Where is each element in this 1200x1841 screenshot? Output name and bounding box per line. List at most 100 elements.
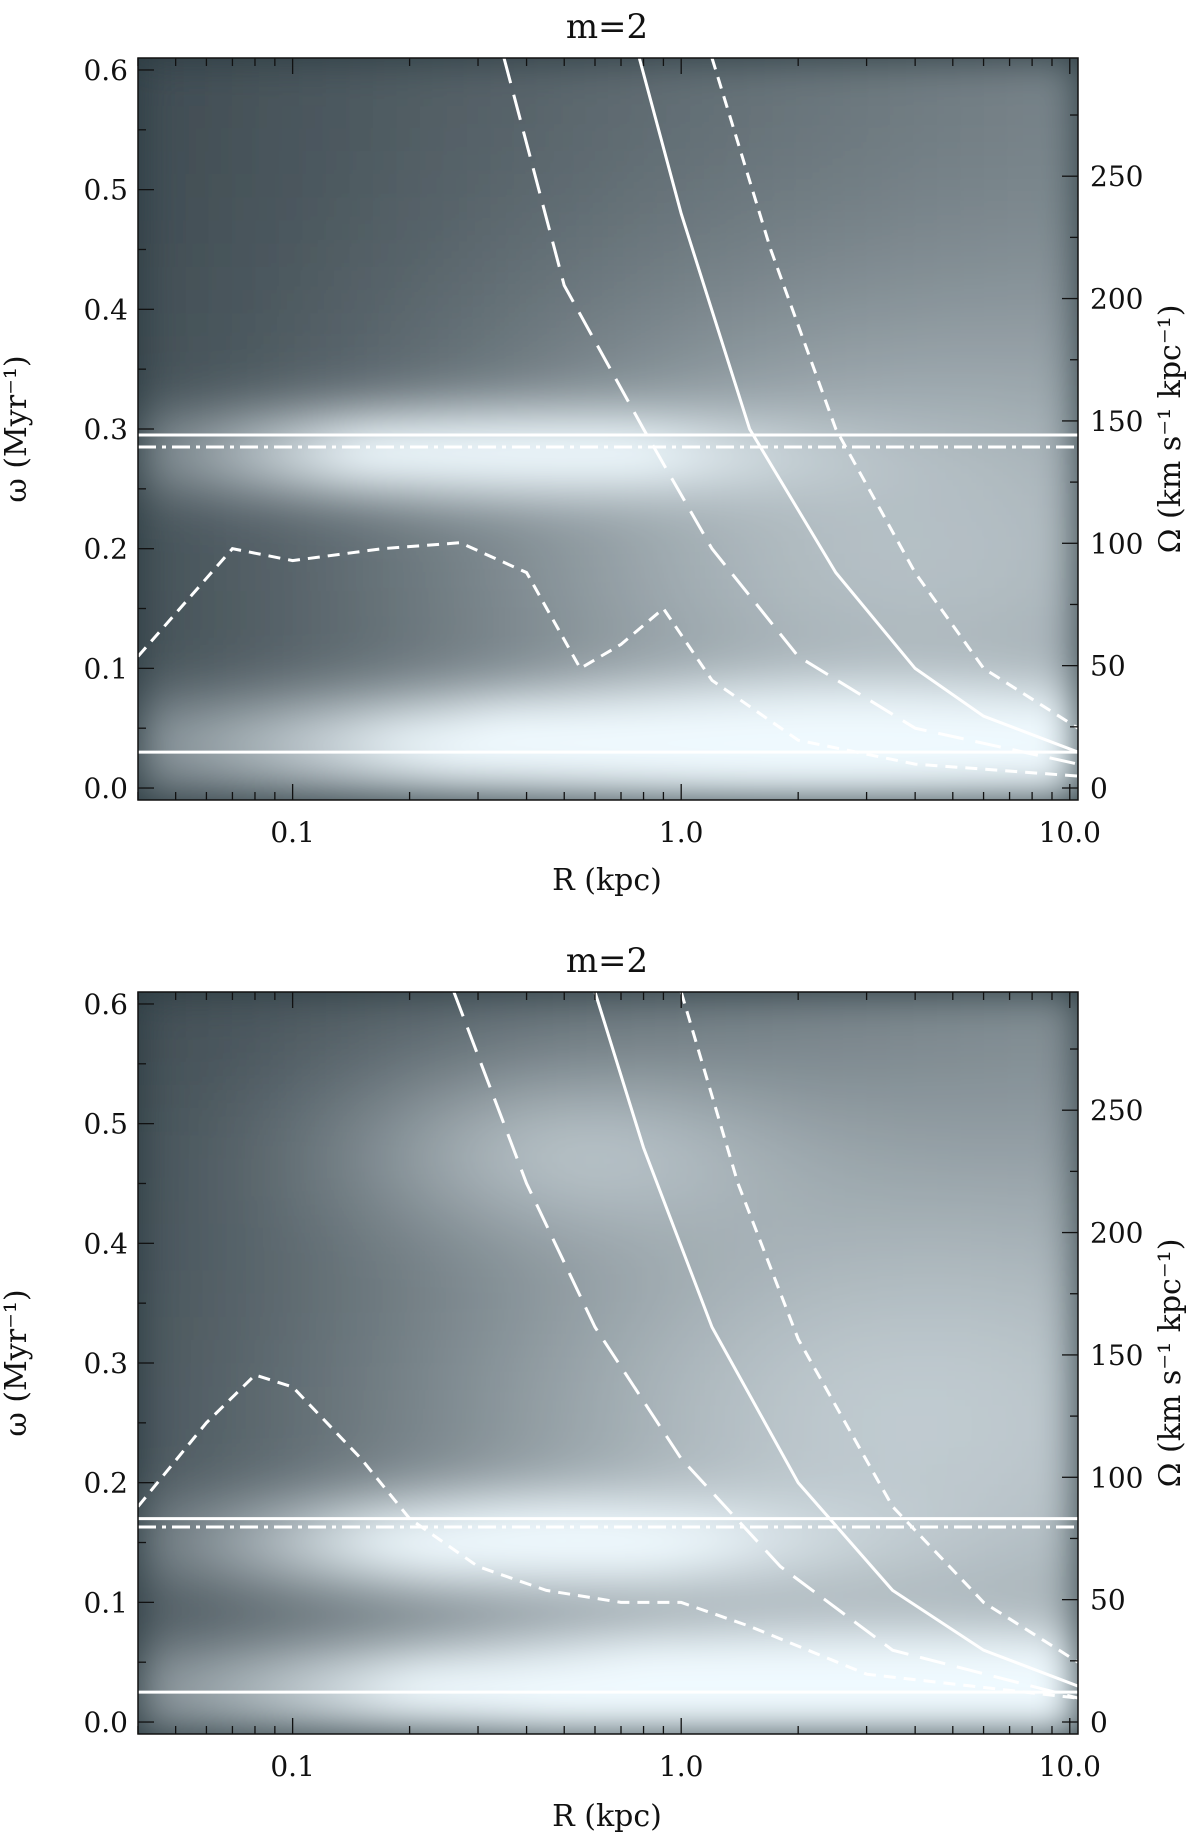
heatmap-cell: [866, 429, 891, 453]
heatmap-cell: [302, 1038, 327, 1063]
heatmap-cell: [913, 58, 938, 82]
heatmap-cell: [561, 753, 586, 778]
heatmap-cell: [913, 429, 938, 453]
heatmap-cell: [161, 1594, 186, 1619]
heatmap-cell: [678, 81, 703, 105]
heatmap-cell: [349, 498, 374, 523]
heatmap-cell: [866, 1594, 891, 1619]
heatmap-cell: [1031, 197, 1056, 221]
heatmap-cell: [890, 1594, 915, 1619]
heatmap-cell: [490, 336, 515, 361]
heatmap-cell: [185, 1293, 210, 1318]
heatmap-cell: [843, 1200, 868, 1225]
heatmap-cell: [396, 776, 421, 800]
heatmap-cell: [396, 1594, 421, 1619]
heatmap-cell: [514, 730, 539, 755]
heatmap-cell: [960, 1548, 985, 1573]
heatmap-cell: [584, 1502, 609, 1526]
heatmap-cell: [960, 1339, 985, 1364]
heatmap-cell: [749, 1154, 774, 1179]
heatmap-cell: [279, 1525, 304, 1550]
heatmap-cell: [984, 1455, 1009, 1480]
heatmap-cell: [890, 1316, 915, 1341]
heatmap-cell: [279, 1177, 304, 1202]
heatmap-cell: [1054, 1154, 1078, 1179]
heatmap-cell: [843, 521, 868, 546]
heatmap-cell: [584, 1131, 609, 1155]
heatmap-cell: [913, 243, 938, 268]
heatmap-cell: [161, 544, 186, 569]
heatmap-cell: [443, 173, 468, 198]
heatmap-cell: [702, 1571, 727, 1596]
heatmap-cell: [584, 992, 609, 1016]
heatmap-cell: [772, 753, 797, 778]
heatmap-cell: [161, 1525, 186, 1550]
y2-tick-label: 0: [1090, 1706, 1108, 1739]
heatmap-cell: [279, 475, 304, 500]
heatmap-cell: [584, 313, 609, 337]
heatmap-cell: [702, 1270, 727, 1295]
heatmap-cell: [279, 591, 304, 616]
heatmap-cell: [866, 243, 891, 268]
heatmap-cell: [584, 637, 609, 662]
heatmap-cell: [326, 1107, 351, 1132]
heatmap-cell: [772, 591, 797, 616]
heatmap-cell: [490, 1525, 515, 1550]
heatmap-cell: [796, 266, 821, 291]
heatmap-cell: [443, 753, 468, 778]
heatmap-cell: [326, 313, 351, 337]
heatmap-cell: [232, 127, 257, 152]
heatmap-cell: [302, 243, 327, 268]
heatmap-cell: [819, 289, 844, 314]
heatmap-cell: [326, 637, 351, 662]
heatmap-cell: [890, 1200, 915, 1225]
heatmap-cell: [302, 1061, 327, 1086]
heatmap-cell: [819, 1223, 844, 1248]
y-tick-label: 0.2: [83, 1467, 128, 1500]
heatmap-cell: [984, 1571, 1009, 1596]
heatmap-cell: [772, 1061, 797, 1086]
heatmap-cell: [937, 1455, 962, 1480]
heatmap-cell: [1031, 266, 1056, 291]
heatmap-cell: [1007, 591, 1032, 616]
heatmap-cell: [326, 1084, 351, 1109]
heatmap-cell: [819, 336, 844, 361]
heatmap-cell: [1054, 1107, 1078, 1132]
heatmap-cell: [467, 452, 492, 476]
heatmap-cell: [631, 1664, 656, 1689]
heatmap-cell: [161, 1270, 186, 1295]
heatmap-cell: [467, 1409, 492, 1434]
heatmap-cell: [208, 359, 233, 384]
heatmap-cell: [796, 1131, 821, 1155]
heatmap-cell: [396, 568, 421, 592]
heatmap-cell: [890, 81, 915, 105]
heatmap-cell: [584, 127, 609, 152]
heatmap-cell: [373, 336, 398, 361]
heatmap-cell: [984, 1525, 1009, 1550]
heatmap-cell: [984, 127, 1009, 152]
heatmap-cell: [960, 1409, 985, 1434]
heatmap-cell: [279, 104, 304, 129]
heatmap-cell: [960, 1177, 985, 1202]
heatmap-cell: [279, 637, 304, 662]
heatmap-cell: [490, 544, 515, 569]
heatmap-cell: [796, 1455, 821, 1480]
heatmap-cell: [537, 1015, 562, 1039]
heatmap-cell: [819, 150, 844, 175]
heatmap-cell: [302, 452, 327, 476]
heatmap-cell: [255, 405, 280, 430]
heatmap-cell: [584, 289, 609, 314]
heatmap-cell: [138, 1432, 163, 1457]
heatmap-cell: [796, 1293, 821, 1318]
heatmap-cell: [866, 1502, 891, 1526]
heatmap-cell: [631, 637, 656, 662]
heatmap-cell: [631, 1641, 656, 1666]
y2-tick-label: 100: [1090, 1461, 1143, 1494]
heatmap-cell: [561, 382, 586, 407]
heatmap-cell: [678, 1571, 703, 1596]
heatmap-cell: [561, 150, 586, 175]
heatmap-cell: [490, 992, 515, 1016]
heatmap-cell: [302, 1525, 327, 1550]
heatmap-cell: [420, 452, 445, 476]
heatmap-cell: [913, 730, 938, 755]
